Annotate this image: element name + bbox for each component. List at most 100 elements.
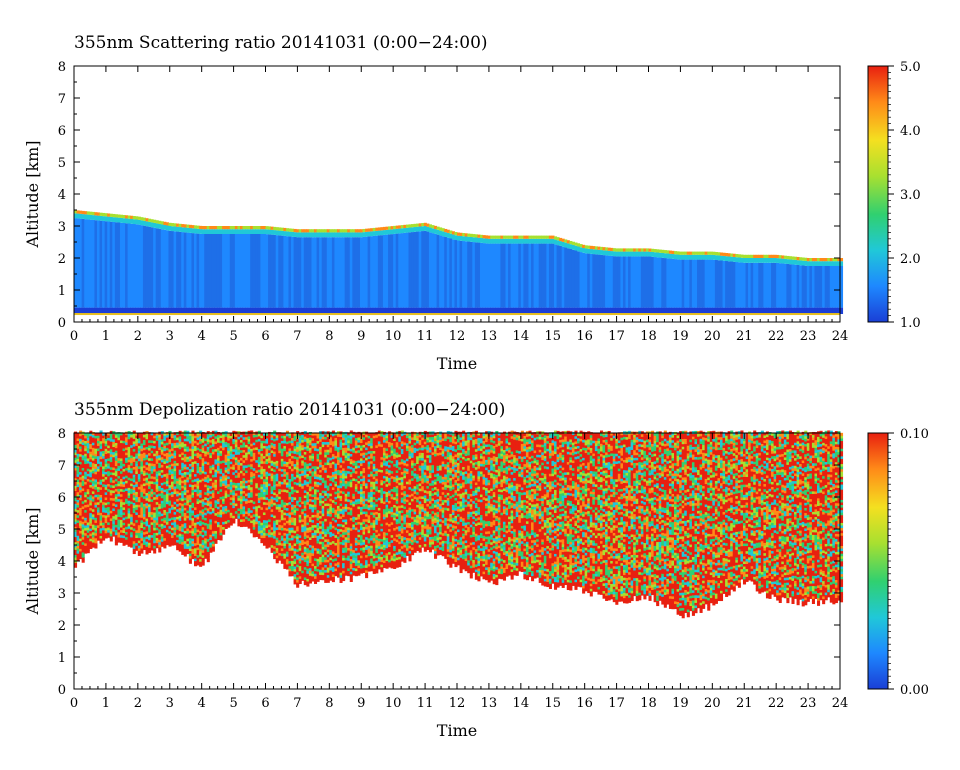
chart2-cell <box>89 453 93 457</box>
chart2-cell <box>102 486 106 490</box>
chart1-cell <box>694 307 698 314</box>
chart1-cell <box>495 307 499 314</box>
chart1-cell <box>76 218 80 308</box>
chart2-cell <box>107 452 111 456</box>
chart1-cell <box>168 226 172 231</box>
chart2-cell <box>99 435 103 439</box>
chart1-cell <box>382 230 387 235</box>
chart2-cell <box>99 494 103 498</box>
chart2-cell <box>79 443 83 447</box>
chart1-cell <box>707 259 711 308</box>
chart1-cell <box>684 307 688 314</box>
chart1-cell <box>270 229 274 235</box>
chart1-cell <box>349 232 353 238</box>
chart2-cell <box>74 521 78 525</box>
chart2-cell <box>79 435 83 439</box>
chart1-cell <box>554 244 558 308</box>
chart2-cell <box>84 542 88 546</box>
chart1-cell <box>712 259 716 308</box>
chart2-cell <box>74 475 78 479</box>
chart2-cell <box>109 443 113 447</box>
chart2-cell <box>107 440 111 444</box>
chart1-cell <box>336 232 341 238</box>
chart1-xtick-label: 12 <box>449 329 466 344</box>
chart1-cell <box>771 254 775 258</box>
chart2-cell <box>79 476 83 480</box>
chart1-cell <box>640 248 644 252</box>
chart1-cell <box>822 261 826 266</box>
chart2-cell <box>114 542 118 546</box>
chart1-cell <box>119 217 124 223</box>
chart1-cell <box>840 258 844 262</box>
chart2-cell <box>96 488 101 493</box>
chart2-cell <box>104 496 108 501</box>
chart1-cell <box>778 307 782 314</box>
chart1-cell <box>449 307 453 314</box>
chart1-cell <box>467 236 471 242</box>
chart1-cell <box>380 227 384 231</box>
chart1-cell <box>150 227 154 308</box>
chart1-cell <box>727 253 731 257</box>
chart2-cell <box>74 551 78 555</box>
chart1-cell <box>275 227 279 231</box>
chart2-cell <box>79 494 83 498</box>
chart1-cell <box>316 229 320 233</box>
chart2-cell <box>86 457 90 462</box>
chart2-cell <box>76 435 80 439</box>
chart1-cell <box>336 229 341 233</box>
chart2-cell <box>84 509 88 513</box>
chart2-cell <box>79 504 83 508</box>
chart2-cell <box>81 546 85 550</box>
chart1-cell <box>173 223 177 227</box>
chart1-cell <box>145 307 149 314</box>
chart1-cell <box>191 233 195 308</box>
chart2-cell <box>91 513 95 517</box>
chart1-cell <box>114 307 118 314</box>
chart1-cell <box>569 307 573 314</box>
chart1-cell <box>725 256 729 262</box>
chart1-cell <box>324 232 328 238</box>
chart1-cell <box>582 248 586 253</box>
chart1-cell <box>390 229 394 235</box>
chart1-cell <box>689 251 693 255</box>
chart1-cell <box>160 307 164 314</box>
chart1-cell <box>178 223 182 228</box>
chart1-cell <box>224 226 228 230</box>
chart1-cell <box>229 307 233 314</box>
chart1-cell <box>502 235 507 239</box>
chart1-cell <box>265 229 269 235</box>
chart2-cell <box>94 535 98 539</box>
chart2-cell <box>81 447 85 451</box>
chart1-cell <box>577 246 581 252</box>
chart2-cell <box>76 550 80 554</box>
chart1-cell <box>191 225 195 229</box>
chart1-cell <box>714 251 718 256</box>
chart2-cell <box>81 511 85 515</box>
chart2-cell <box>89 520 93 524</box>
chart2-cell <box>74 449 78 453</box>
chart1-cell <box>222 234 226 308</box>
chart1-cell <box>533 307 537 314</box>
chart2-cell <box>94 437 98 441</box>
chart2-cell <box>79 535 83 539</box>
chart1-cell <box>390 234 394 308</box>
chart2-cell <box>104 448 108 452</box>
chart2-cell <box>86 460 90 464</box>
chart1-cell <box>270 307 274 314</box>
chart2-cell <box>81 544 85 548</box>
chart1-cell <box>653 307 657 314</box>
chart1-plot-area <box>74 210 844 316</box>
chart2-cell <box>79 530 83 534</box>
chart1-ytick-label: 5 <box>58 156 66 171</box>
chart2-cell <box>107 473 111 477</box>
chart1-cell <box>538 243 542 308</box>
chart1-cell <box>681 251 685 255</box>
chart2-cell <box>81 554 85 558</box>
chart2-cell <box>81 505 85 509</box>
chart1-cell <box>245 229 249 234</box>
chart2-cell <box>102 504 106 508</box>
chart2-cell <box>84 499 88 503</box>
chart2-cell <box>96 476 101 480</box>
chart1-cell <box>421 223 425 227</box>
chart1-cell <box>122 222 126 308</box>
